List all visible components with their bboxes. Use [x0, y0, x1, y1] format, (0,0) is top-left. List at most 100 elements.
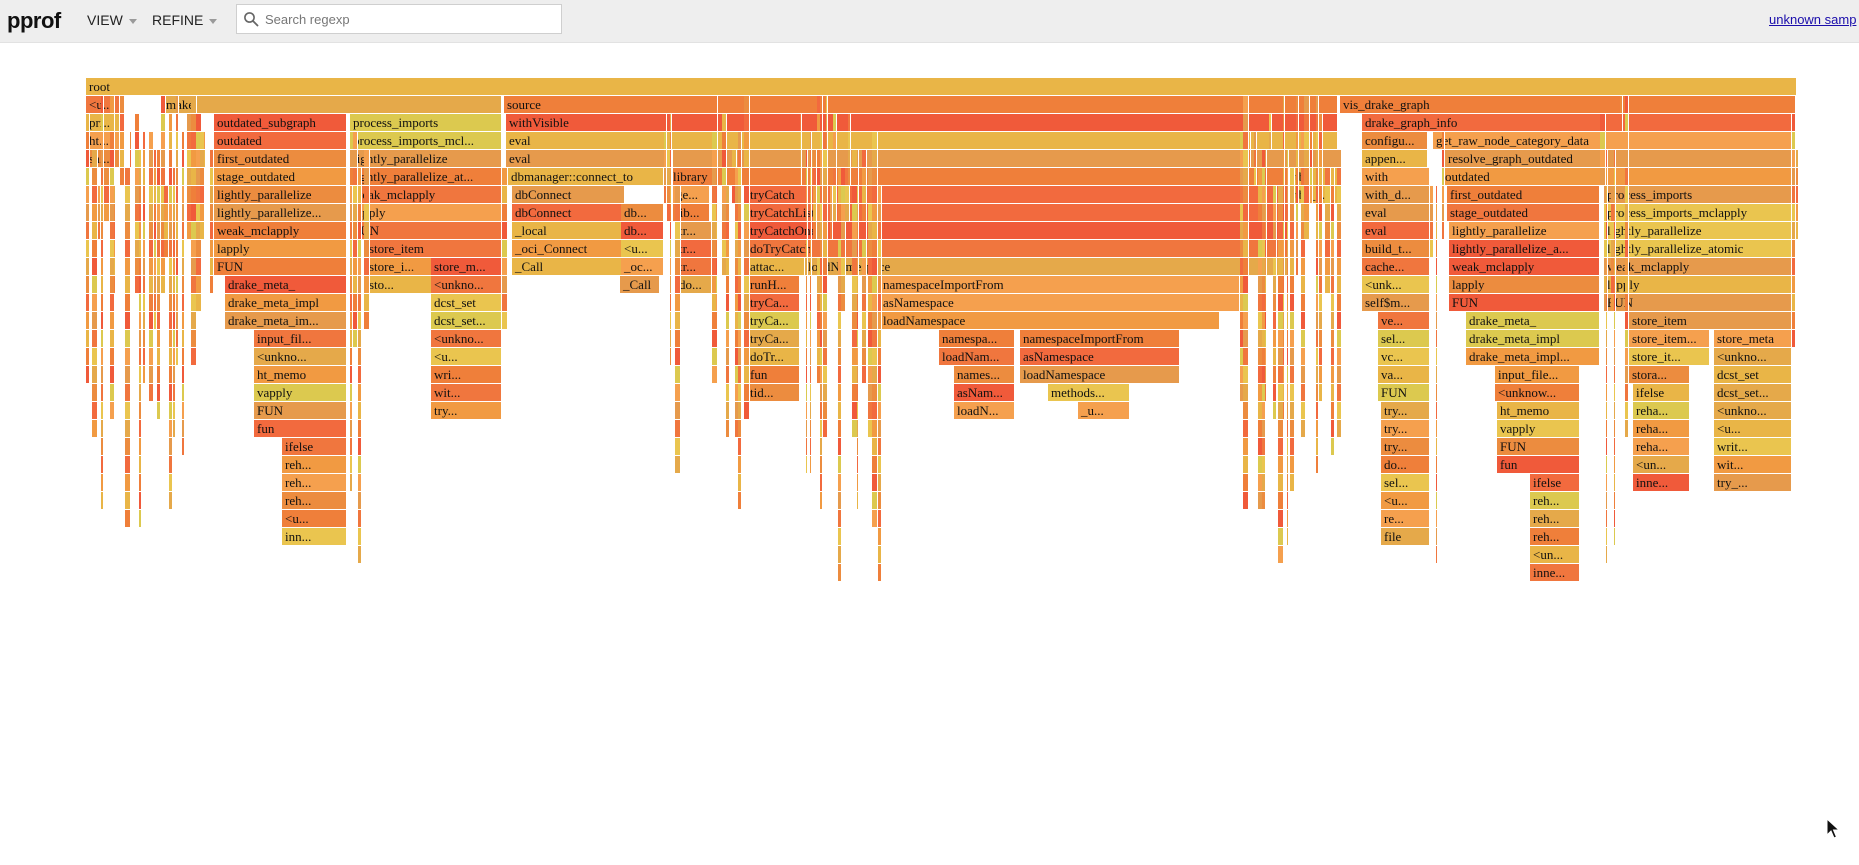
- flame-frame-sliver[interactable]: [157, 204, 161, 221]
- flame-frame-sliver[interactable]: [1331, 222, 1335, 239]
- flame-frame-sliver[interactable]: [164, 240, 169, 257]
- flame-frame-sliver[interactable]: [1337, 420, 1342, 437]
- flame-frame-sliver[interactable]: [1287, 420, 1289, 437]
- flame-frame-sliver[interactable]: [1243, 438, 1249, 455]
- flame-frame-sliver[interactable]: [738, 150, 742, 167]
- flame-frame-sliver[interactable]: [820, 438, 823, 455]
- flame-frame-sliver[interactable]: [806, 312, 808, 329]
- flame-frame-sliver[interactable]: [353, 276, 358, 293]
- flame-frame-sliver[interactable]: [872, 150, 878, 167]
- flame-frame-sliver[interactable]: [813, 204, 817, 221]
- flame-frame-sliver[interactable]: [1243, 96, 1249, 113]
- flame-frame-sliver[interactable]: [744, 240, 750, 257]
- flame-frame-sliver[interactable]: [862, 204, 867, 221]
- flame-frame-sliver[interactable]: [1606, 420, 1608, 437]
- flame-frame-writ[interactable]: writ...: [1714, 438, 1792, 455]
- flame-frame-sliver[interactable]: [101, 438, 104, 455]
- flame-frame-sliver[interactable]: [810, 150, 812, 167]
- flame-frame-sliver[interactable]: [1316, 222, 1319, 239]
- flame-frame-sliver[interactable]: [364, 186, 370, 203]
- flame-frame-sliver[interactable]: [86, 330, 90, 347]
- flame-frame-sliver[interactable]: [143, 312, 146, 329]
- flame-frame-sliver[interactable]: [139, 276, 142, 293]
- flame-frame-sliver[interactable]: [716, 168, 718, 185]
- flame-frame-sliver[interactable]: [800, 132, 802, 149]
- flame-frame-sliver[interactable]: [1287, 474, 1289, 491]
- flame-frame-sliver[interactable]: [744, 402, 750, 419]
- flame-frame-sliver[interactable]: [143, 294, 146, 311]
- flame-frame-lightly-parallelize-atomic[interactable]: lightly_parallelize_atomic: [1604, 240, 1792, 257]
- flame-frame-sliver[interactable]: [857, 348, 859, 365]
- flame-frame-sliver[interactable]: [149, 330, 154, 347]
- flame-frame-sliver[interactable]: [210, 240, 214, 257]
- flame-frame-sliver[interactable]: [712, 366, 718, 383]
- flame-frame-reh[interactable]: reh...: [282, 474, 347, 491]
- flame-frame-sliver[interactable]: [125, 456, 131, 473]
- flame-frame-sliver[interactable]: [157, 150, 161, 167]
- flame-frame-sliver[interactable]: [878, 240, 882, 257]
- flame-frame-sliver[interactable]: [191, 96, 197, 113]
- flame-frame-sliver[interactable]: [173, 294, 176, 311]
- flame-frame-sliver[interactable]: [1304, 132, 1310, 149]
- flame-frame-sliver[interactable]: [1254, 132, 1257, 149]
- flame-frame-sliver[interactable]: [176, 96, 179, 113]
- flame-frame-sliver[interactable]: [139, 222, 142, 239]
- flame-frame-sliver[interactable]: [810, 204, 812, 221]
- flame-frame-sliver[interactable]: [712, 348, 718, 365]
- flame-frame-sliver[interactable]: [1273, 276, 1277, 293]
- flame-frame-sliver[interactable]: [86, 186, 90, 203]
- flame-frame-sliver[interactable]: [1269, 114, 1272, 131]
- flame-frame-sliver[interactable]: [92, 384, 98, 401]
- flame-frame-sliver[interactable]: [1243, 222, 1249, 239]
- flame-frame-asnamespace[interactable]: asNamespace: [880, 294, 1240, 311]
- flame-frame-sliver[interactable]: [878, 186, 882, 203]
- flame-frame-sliver[interactable]: [169, 366, 173, 383]
- flame-frame-sliver[interactable]: [1243, 348, 1249, 365]
- flame-frame-sliver[interactable]: [1606, 204, 1608, 221]
- flame-frame-sliver[interactable]: [878, 330, 882, 347]
- flame-frame-sliver[interactable]: [143, 258, 146, 275]
- flame-frame-sliver[interactable]: [139, 330, 142, 347]
- flame-frame-sliver[interactable]: [1337, 294, 1342, 311]
- flame-frame-source[interactable]: source: [504, 96, 1338, 113]
- flame-frame-sliver[interactable]: [149, 168, 154, 185]
- flame-frame-sliver[interactable]: [712, 330, 718, 347]
- flame-frame-sliver[interactable]: [154, 276, 157, 293]
- flame-frame-store-item[interactable]: store_item...: [1629, 330, 1710, 347]
- flame-frame-sliver[interactable]: [1296, 168, 1299, 185]
- flame-frame-weak-mclapply[interactable]: weak_mclapply: [214, 222, 347, 239]
- flame-frame-sliver[interactable]: [1269, 132, 1272, 149]
- flame-frame-sliver[interactable]: [1614, 330, 1616, 347]
- flame-frame-sliver[interactable]: [86, 312, 90, 329]
- flame-frame-sliver[interactable]: [1319, 312, 1323, 329]
- flame-frame-sliver[interactable]: [164, 204, 169, 221]
- flame-frame-sliver[interactable]: [173, 420, 176, 437]
- flame-frame-sliver[interactable]: [358, 222, 362, 239]
- flame-frame-sliver[interactable]: [143, 366, 146, 383]
- flame-frame-sliver[interactable]: [176, 168, 179, 185]
- flame-frame-sliver[interactable]: [744, 294, 750, 311]
- flame-frame-sliver[interactable]: [1430, 186, 1434, 203]
- flame-frame-sliver[interactable]: [1265, 312, 1267, 329]
- flame-frame-sliver[interactable]: [196, 276, 202, 293]
- flame-frame-sliver[interactable]: [169, 420, 173, 437]
- flame-frame-sliver[interactable]: [139, 474, 142, 491]
- flame-frame-sliver[interactable]: [182, 330, 185, 347]
- flame-frame-sliver[interactable]: [1316, 294, 1319, 311]
- flame-frame-sliver[interactable]: [823, 276, 828, 293]
- flame-frame-tr[interactable]: tr...: [676, 240, 712, 257]
- flame-frame-sliver[interactable]: [1316, 276, 1319, 293]
- flame-frame-tryca[interactable]: tryCa...: [747, 294, 800, 311]
- flame-frame-sliver[interactable]: [358, 438, 362, 455]
- flame-frame-sliver[interactable]: [1337, 204, 1342, 221]
- flame-frame-sliver[interactable]: [838, 564, 842, 581]
- flame-frame-sliver[interactable]: [125, 402, 131, 419]
- flame-frame-eval[interactable]: eval: [506, 132, 1338, 149]
- flame-frame-sliver[interactable]: [1301, 258, 1306, 275]
- flame-frame-sliver[interactable]: [353, 330, 358, 347]
- flame-frame-sliver[interactable]: [1331, 240, 1335, 257]
- flame-frame-sliver[interactable]: [1625, 132, 1629, 149]
- flame-frame-sliver[interactable]: [210, 222, 214, 239]
- flame-frame-sliver[interactable]: [125, 204, 131, 221]
- flame-frame-sliver[interactable]: [1442, 186, 1445, 203]
